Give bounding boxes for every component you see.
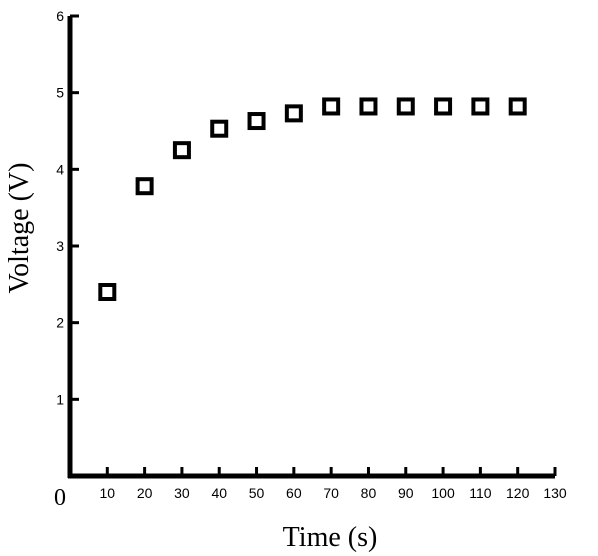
x-tick-label: 90 — [398, 485, 414, 501]
data-point — [508, 97, 527, 116]
data-point — [434, 97, 453, 116]
x-tick-label: 100 — [431, 485, 455, 501]
data-point — [210, 119, 229, 138]
x-axis-title: Time (s) — [283, 522, 378, 553]
x-tick-label: 120 — [506, 485, 530, 501]
x-tick-label: 60 — [286, 485, 302, 501]
x-tick-label: 130 — [543, 485, 567, 501]
x-tick-label: 110 — [469, 485, 492, 501]
y-tick-label: 3 — [56, 238, 64, 254]
y-tick-label: 6 — [56, 8, 64, 24]
x-tick-label: 10 — [100, 485, 116, 501]
data-point — [98, 283, 117, 301]
origin-label: 0 — [54, 485, 66, 511]
data-point — [247, 112, 266, 131]
y-tick-label: 2 — [56, 315, 64, 331]
y-tick-label: 4 — [56, 161, 64, 177]
y-tick-label: 1 — [56, 391, 64, 407]
y-tick-label: 5 — [56, 85, 64, 101]
data-point — [359, 97, 378, 116]
data-point — [284, 104, 303, 123]
x-tick-label: 70 — [323, 485, 339, 501]
data-point — [172, 141, 191, 160]
x-tick-label: 80 — [361, 485, 377, 501]
x-tick-label: 40 — [211, 485, 227, 501]
y-axis-title: Voltage (V) — [4, 163, 35, 294]
data-points — [98, 97, 527, 301]
x-tick-label: 30 — [174, 485, 190, 501]
data-point — [396, 97, 415, 116]
data-point — [322, 97, 341, 116]
data-point — [135, 177, 154, 196]
data-point — [471, 97, 490, 116]
ticks: 10 20 30 40 50 60 70 80 90 100 110 120 130 1 2 3 4 5 6 — [56, 8, 567, 501]
axes — [67, 16, 555, 479]
x-tick-label: 50 — [249, 485, 265, 501]
x-tick-label: 20 — [137, 485, 153, 501]
